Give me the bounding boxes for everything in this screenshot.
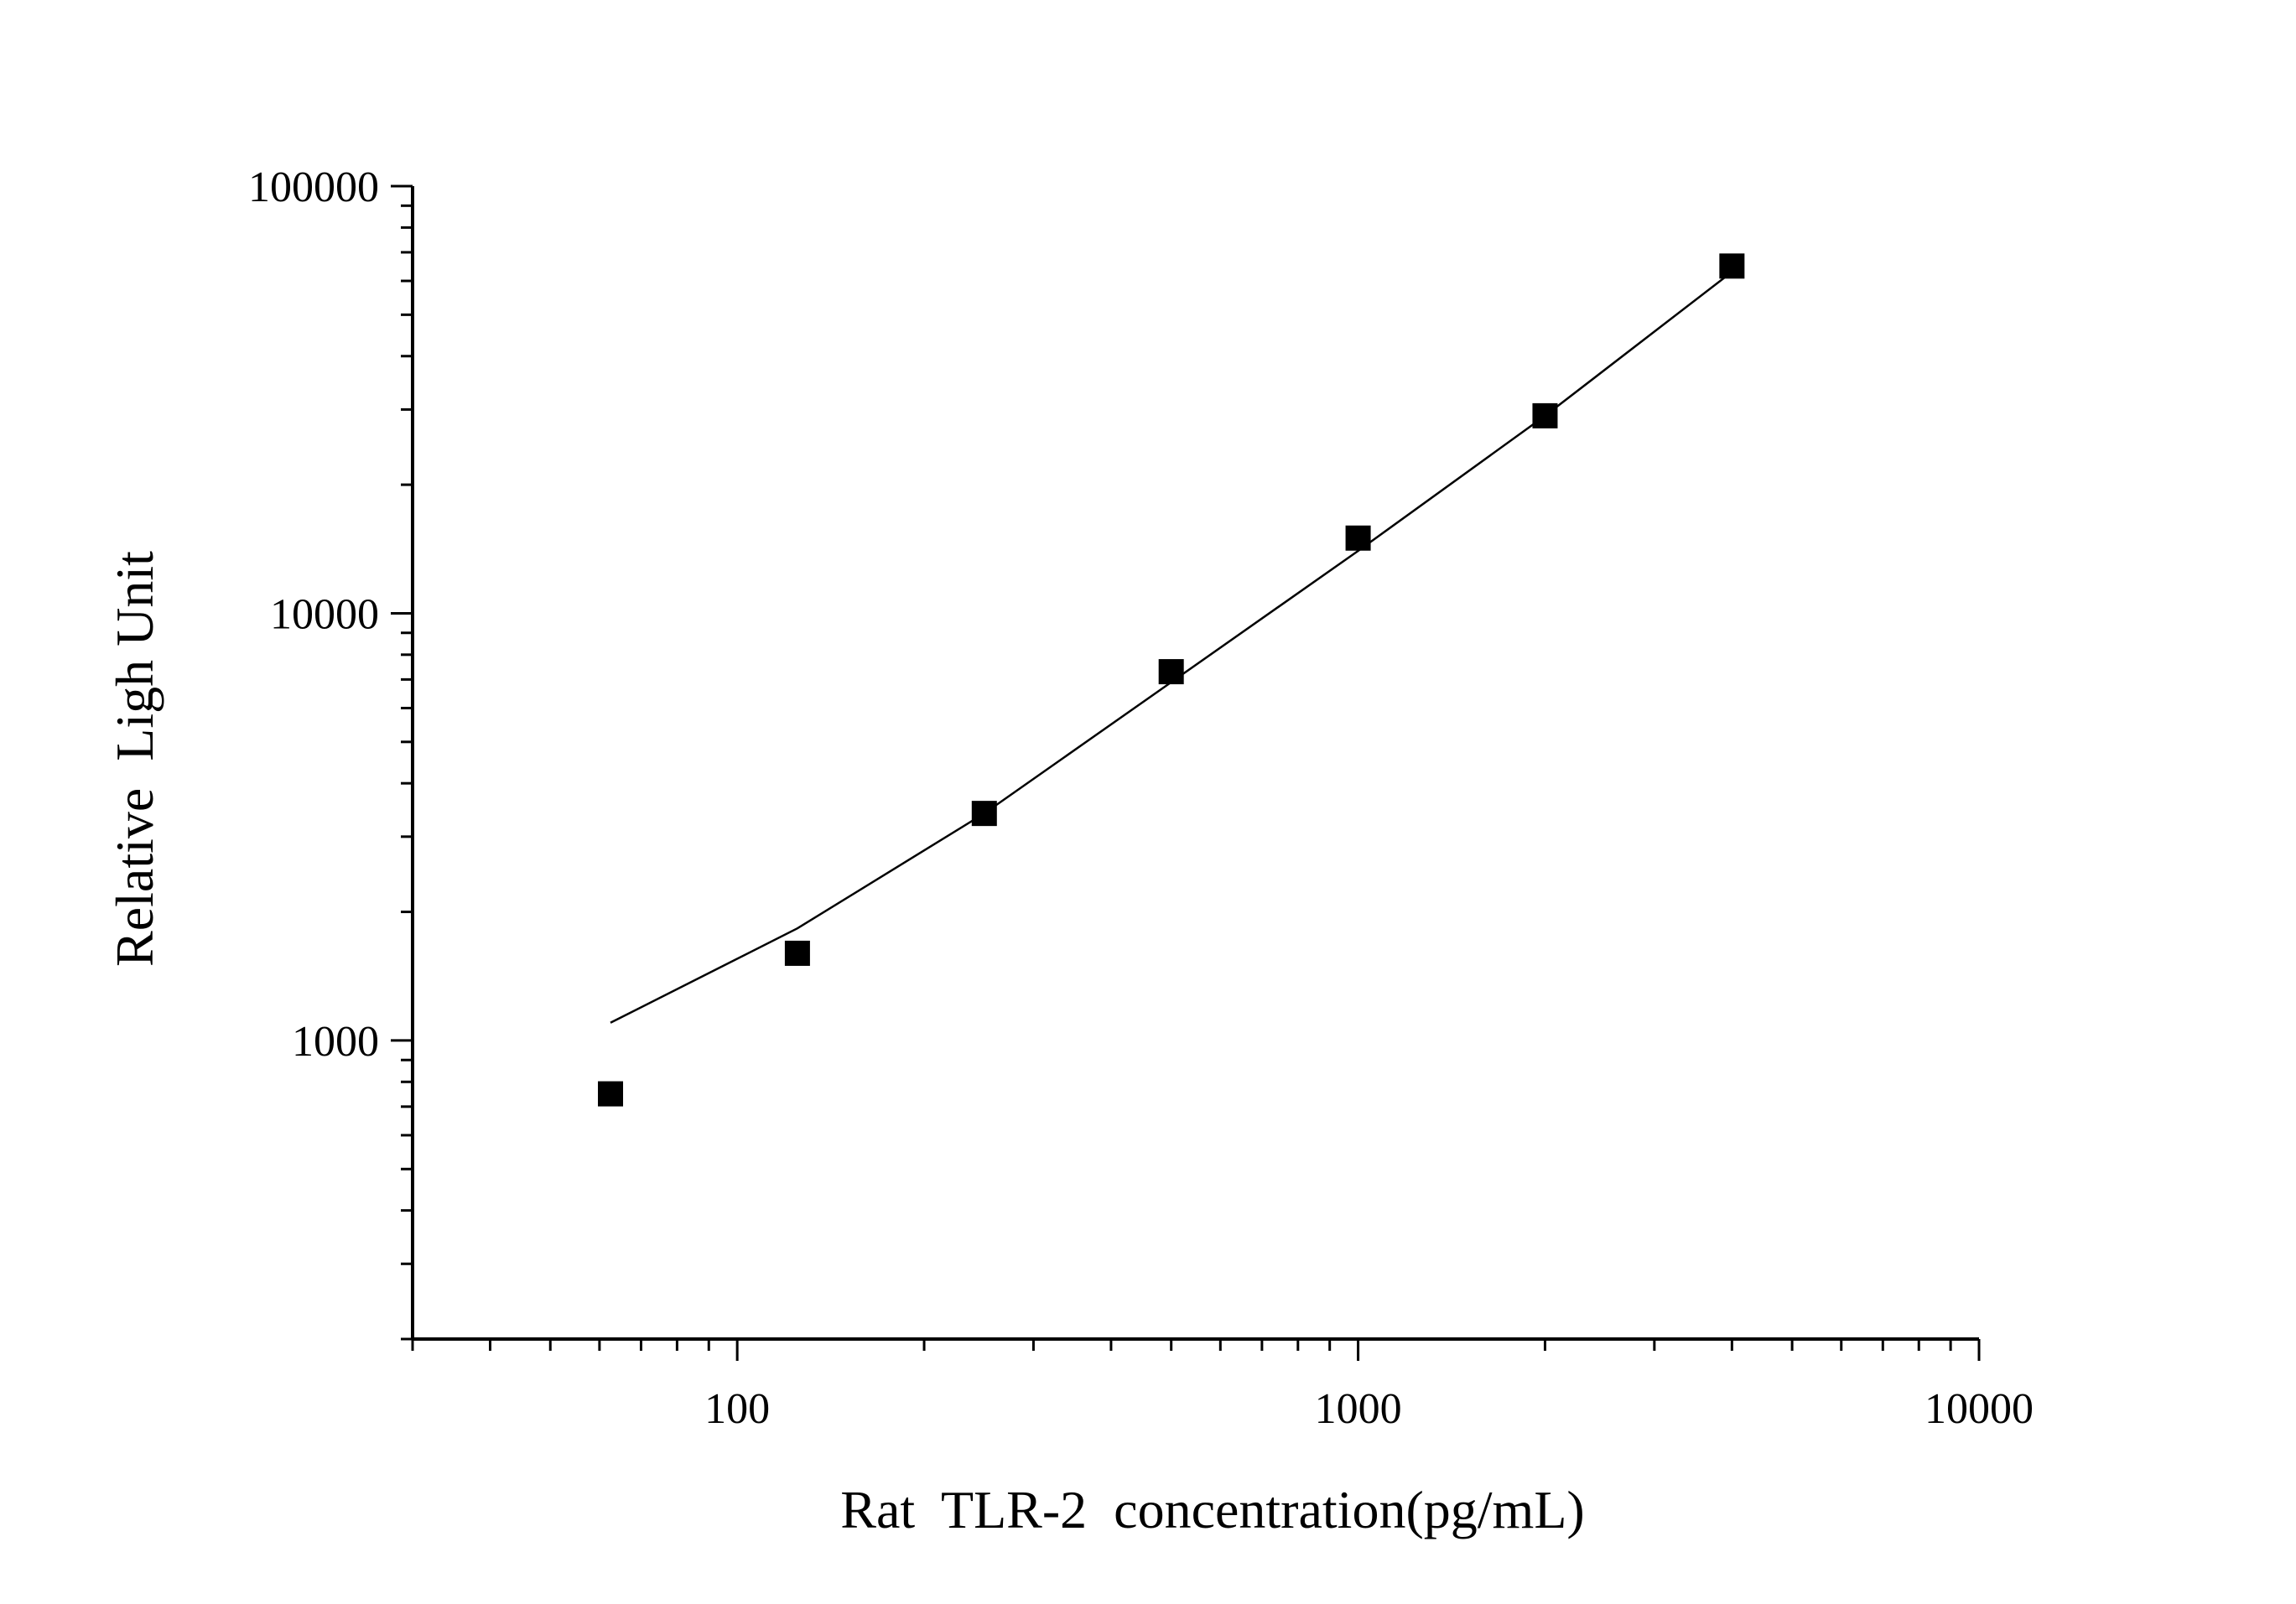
y-axis-title: Relative Ligh Unit <box>105 551 164 967</box>
fit-curve-layer <box>610 271 1733 1024</box>
x-tick-label: 1000 <box>1315 1385 1402 1433</box>
data-point <box>1345 525 1371 551</box>
x-tick-label: 100 <box>704 1385 770 1433</box>
axes: 100 1000 10000 1000 10000 100000 <box>248 164 2034 1433</box>
data-point <box>1719 253 1745 279</box>
data-points-layer <box>598 253 1745 1107</box>
x-axis-title: Rat TLR-2 concentration(pg/mL) <box>840 1480 1584 1539</box>
data-point <box>971 801 997 827</box>
fit-curve <box>610 271 1733 1024</box>
x-tick-label: 10000 <box>1925 1385 2034 1433</box>
data-point <box>598 1081 624 1107</box>
y-tick-label: 10000 <box>270 590 379 638</box>
y-tick-label: 100000 <box>248 164 379 211</box>
data-point <box>784 940 810 966</box>
y-tick-label: 1000 <box>292 1018 379 1066</box>
data-point <box>1532 402 1558 428</box>
data-point <box>1158 659 1184 685</box>
